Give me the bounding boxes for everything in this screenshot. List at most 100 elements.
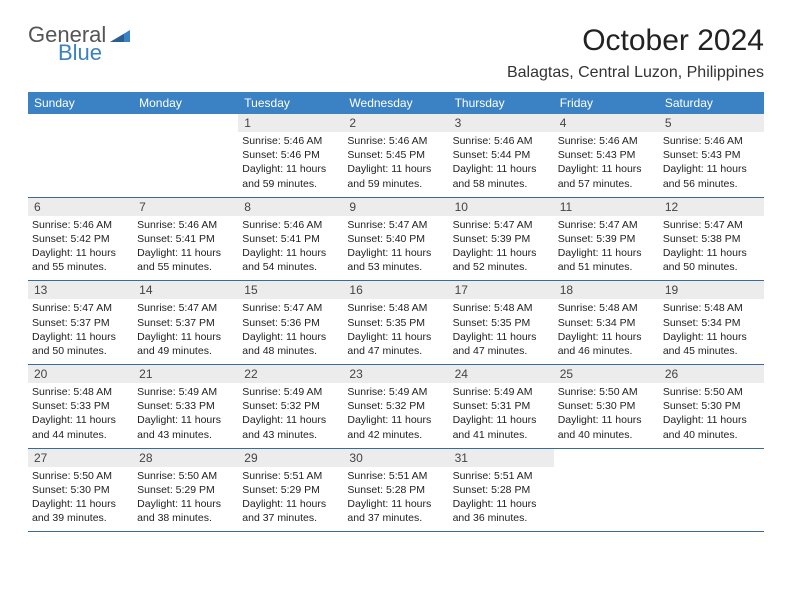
sunrise-text: Sunrise: 5:46 AM <box>347 134 444 148</box>
day-info: Sunrise: 5:51 AMSunset: 5:28 PMDaylight:… <box>343 467 448 526</box>
sunset-text: Sunset: 5:32 PM <box>242 399 339 413</box>
daylight-text: Daylight: 11 hours and 52 minutes. <box>453 246 550 274</box>
sunset-text: Sunset: 5:42 PM <box>32 232 129 246</box>
day-info: Sunrise: 5:46 AMSunset: 5:43 PMDaylight:… <box>659 132 764 191</box>
day-cell: 26Sunrise: 5:50 AMSunset: 5:30 PMDayligh… <box>659 365 764 448</box>
daylight-text: Daylight: 11 hours and 50 minutes. <box>663 246 760 274</box>
day-number: 10 <box>449 198 554 216</box>
daylight-text: Daylight: 11 hours and 43 minutes. <box>137 413 234 441</box>
sunrise-text: Sunrise: 5:47 AM <box>242 301 339 315</box>
day-cell: 27Sunrise: 5:50 AMSunset: 5:30 PMDayligh… <box>28 449 133 532</box>
day-number: 29 <box>238 449 343 467</box>
day-info: Sunrise: 5:47 AMSunset: 5:40 PMDaylight:… <box>343 216 448 275</box>
day-number: 28 <box>133 449 238 467</box>
day-info: Sunrise: 5:49 AMSunset: 5:33 PMDaylight:… <box>133 383 238 442</box>
day-cell: 25Sunrise: 5:50 AMSunset: 5:30 PMDayligh… <box>554 365 659 448</box>
day-number: 24 <box>449 365 554 383</box>
calendar: Sunday Monday Tuesday Wednesday Thursday… <box>28 92 764 532</box>
day-number: 1 <box>238 114 343 132</box>
sunset-text: Sunset: 5:34 PM <box>663 316 760 330</box>
sunrise-text: Sunrise: 5:46 AM <box>453 134 550 148</box>
sunset-text: Sunset: 5:30 PM <box>663 399 760 413</box>
sunset-text: Sunset: 5:43 PM <box>558 148 655 162</box>
day-cell: 5Sunrise: 5:46 AMSunset: 5:43 PMDaylight… <box>659 114 764 197</box>
daylight-text: Daylight: 11 hours and 55 minutes. <box>137 246 234 274</box>
daylight-text: Daylight: 11 hours and 36 minutes. <box>453 497 550 525</box>
day-number: 30 <box>343 449 448 467</box>
sunset-text: Sunset: 5:28 PM <box>347 483 444 497</box>
day-number: 22 <box>238 365 343 383</box>
sunrise-text: Sunrise: 5:48 AM <box>453 301 550 315</box>
day-number: 26 <box>659 365 764 383</box>
sunset-text: Sunset: 5:40 PM <box>347 232 444 246</box>
day-number: 31 <box>449 449 554 467</box>
day-number: 20 <box>28 365 133 383</box>
day-cell: 18Sunrise: 5:48 AMSunset: 5:34 PMDayligh… <box>554 281 659 364</box>
daylight-text: Daylight: 11 hours and 47 minutes. <box>347 330 444 358</box>
day-cell: 24Sunrise: 5:49 AMSunset: 5:31 PMDayligh… <box>449 365 554 448</box>
day-number: 27 <box>28 449 133 467</box>
sunrise-text: Sunrise: 5:50 AM <box>663 385 760 399</box>
day-info: Sunrise: 5:46 AMSunset: 5:45 PMDaylight:… <box>343 132 448 191</box>
day-cell: 30Sunrise: 5:51 AMSunset: 5:28 PMDayligh… <box>343 449 448 532</box>
sunrise-text: Sunrise: 5:46 AM <box>32 218 129 232</box>
day-cell: 1Sunrise: 5:46 AMSunset: 5:46 PMDaylight… <box>238 114 343 197</box>
daylight-text: Daylight: 11 hours and 37 minutes. <box>347 497 444 525</box>
day-info: Sunrise: 5:47 AMSunset: 5:37 PMDaylight:… <box>28 299 133 358</box>
logo: General Blue <box>28 24 130 64</box>
sunset-text: Sunset: 5:38 PM <box>663 232 760 246</box>
day-cell: 4Sunrise: 5:46 AMSunset: 5:43 PMDaylight… <box>554 114 659 197</box>
day-info: Sunrise: 5:50 AMSunset: 5:30 PMDaylight:… <box>28 467 133 526</box>
sunrise-text: Sunrise: 5:51 AM <box>453 469 550 483</box>
day-info: Sunrise: 5:48 AMSunset: 5:34 PMDaylight:… <box>554 299 659 358</box>
sunset-text: Sunset: 5:30 PM <box>558 399 655 413</box>
day-cell: 21Sunrise: 5:49 AMSunset: 5:33 PMDayligh… <box>133 365 238 448</box>
day-info: Sunrise: 5:50 AMSunset: 5:29 PMDaylight:… <box>133 467 238 526</box>
day-number: 3 <box>449 114 554 132</box>
day-number: 19 <box>659 281 764 299</box>
weekday-header: Thursday <box>449 92 554 114</box>
sunset-text: Sunset: 5:39 PM <box>453 232 550 246</box>
sunset-text: Sunset: 5:37 PM <box>32 316 129 330</box>
day-number: 13 <box>28 281 133 299</box>
day-cell <box>659 449 764 532</box>
day-info: Sunrise: 5:49 AMSunset: 5:32 PMDaylight:… <box>343 383 448 442</box>
daylight-text: Daylight: 11 hours and 58 minutes. <box>453 162 550 190</box>
daylight-text: Daylight: 11 hours and 56 minutes. <box>663 162 760 190</box>
daylight-text: Daylight: 11 hours and 59 minutes. <box>347 162 444 190</box>
sunrise-text: Sunrise: 5:50 AM <box>32 469 129 483</box>
location-text: Balagtas, Central Luzon, Philippines <box>507 64 764 82</box>
day-info: Sunrise: 5:49 AMSunset: 5:32 PMDaylight:… <box>238 383 343 442</box>
day-info: Sunrise: 5:49 AMSunset: 5:31 PMDaylight:… <box>449 383 554 442</box>
daylight-text: Daylight: 11 hours and 42 minutes. <box>347 413 444 441</box>
sunrise-text: Sunrise: 5:49 AM <box>242 385 339 399</box>
day-info: Sunrise: 5:46 AMSunset: 5:41 PMDaylight:… <box>133 216 238 275</box>
daylight-text: Daylight: 11 hours and 44 minutes. <box>32 413 129 441</box>
sunset-text: Sunset: 5:33 PM <box>32 399 129 413</box>
day-cell: 31Sunrise: 5:51 AMSunset: 5:28 PMDayligh… <box>449 449 554 532</box>
day-info: Sunrise: 5:46 AMSunset: 5:46 PMDaylight:… <box>238 132 343 191</box>
day-number: 2 <box>343 114 448 132</box>
weekday-header: Wednesday <box>343 92 448 114</box>
week-row: 27Sunrise: 5:50 AMSunset: 5:30 PMDayligh… <box>28 449 764 533</box>
day-number: 23 <box>343 365 448 383</box>
sunrise-text: Sunrise: 5:46 AM <box>242 134 339 148</box>
day-cell <box>133 114 238 197</box>
sunset-text: Sunset: 5:33 PM <box>137 399 234 413</box>
weekday-header-row: Sunday Monday Tuesday Wednesday Thursday… <box>28 92 764 114</box>
day-cell <box>28 114 133 197</box>
daylight-text: Daylight: 11 hours and 55 minutes. <box>32 246 129 274</box>
daylight-text: Daylight: 11 hours and 38 minutes. <box>137 497 234 525</box>
sunrise-text: Sunrise: 5:48 AM <box>32 385 129 399</box>
daylight-text: Daylight: 11 hours and 59 minutes. <box>242 162 339 190</box>
daylight-text: Daylight: 11 hours and 43 minutes. <box>242 413 339 441</box>
daylight-text: Daylight: 11 hours and 50 minutes. <box>32 330 129 358</box>
week-row: 20Sunrise: 5:48 AMSunset: 5:33 PMDayligh… <box>28 365 764 449</box>
day-number: 8 <box>238 198 343 216</box>
daylight-text: Daylight: 11 hours and 40 minutes. <box>558 413 655 441</box>
daylight-text: Daylight: 11 hours and 39 minutes. <box>32 497 129 525</box>
day-cell: 15Sunrise: 5:47 AMSunset: 5:36 PMDayligh… <box>238 281 343 364</box>
daylight-text: Daylight: 11 hours and 48 minutes. <box>242 330 339 358</box>
day-number: 12 <box>659 198 764 216</box>
sunset-text: Sunset: 5:46 PM <box>242 148 339 162</box>
